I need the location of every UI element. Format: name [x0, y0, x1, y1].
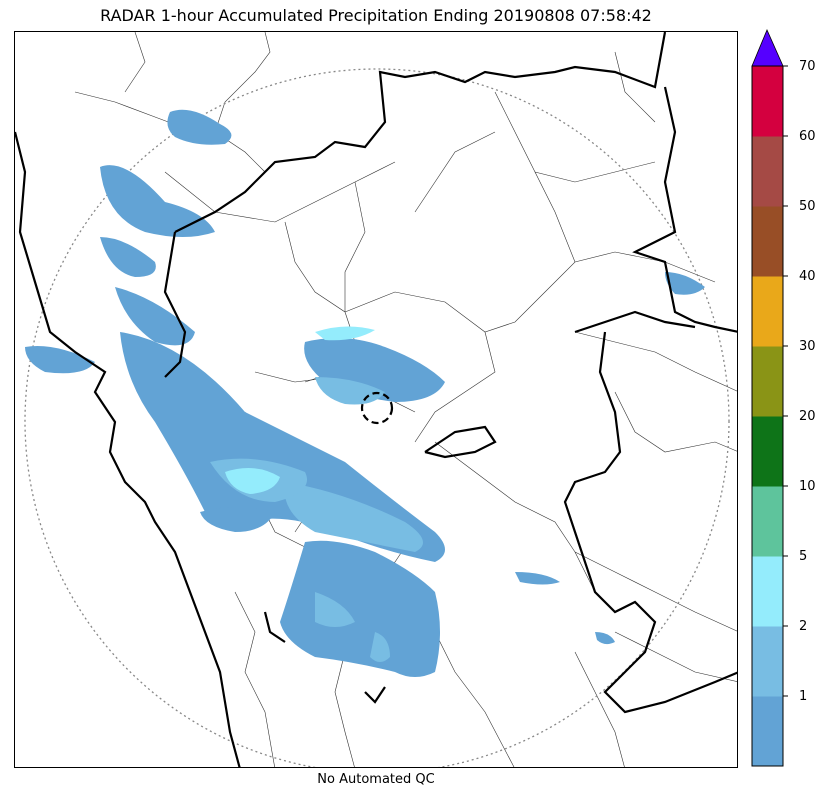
colorbar-tick-label: 40	[799, 269, 816, 284]
colorbar-band	[752, 626, 783, 697]
colorbar-extend-arrow	[751, 28, 784, 67]
colorbar-band	[752, 276, 783, 347]
colorbar-tick-label: 2	[799, 619, 808, 634]
colorbar-tick-label: 20	[799, 409, 816, 424]
colorbar-band	[752, 136, 783, 207]
colorbar-band	[752, 416, 783, 487]
radar-map	[14, 31, 738, 768]
radar-range-ring	[24, 68, 730, 767]
colorbar-tick-label: 60	[799, 129, 816, 144]
precipitation-echoes	[25, 109, 705, 677]
colorbar-band	[752, 346, 783, 417]
map-title: RADAR 1-hour Accumulated Precipitation E…	[100, 6, 652, 25]
colorbar-band	[752, 206, 783, 277]
state-boundaries	[15, 32, 737, 767]
colorbar-ticks	[783, 65, 788, 697]
precipitation-colorbar	[751, 28, 788, 767]
colorbar-band	[752, 66, 783, 137]
radar-map-canvas	[15, 32, 737, 767]
colorbar-band	[752, 696, 783, 767]
qc-caption: No Automated QC	[317, 772, 435, 787]
colorbar-tick-label: 70	[799, 59, 816, 74]
colorbar-band	[752, 486, 783, 557]
colorbar-tick-label: 30	[799, 339, 816, 354]
colorbar-bands	[752, 66, 783, 767]
colorbar-tick-label: 5	[799, 549, 808, 564]
colorbar-tick-label: 1	[799, 689, 808, 704]
colorbar-tick-label: 10	[799, 479, 816, 494]
colorbar-band	[752, 556, 783, 627]
colorbar-tick-label: 50	[799, 199, 816, 214]
radar-site-marker	[360, 391, 394, 425]
